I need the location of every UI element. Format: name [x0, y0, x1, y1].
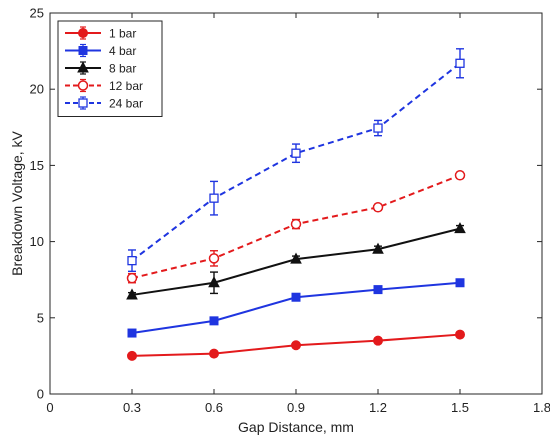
x-axis-title: Gap Distance, mm [238, 419, 354, 435]
data-point [372, 202, 384, 213]
data-point [127, 255, 137, 266]
data-point [372, 242, 384, 254]
data-point [373, 123, 383, 133]
data-point [291, 340, 301, 351]
legend-label: 24 bar [109, 97, 143, 111]
data-point [455, 329, 465, 340]
series-3 [126, 170, 466, 284]
data-point [208, 276, 220, 288]
legend-item: 12 bar [65, 78, 143, 93]
series-layer [126, 48, 466, 361]
x-tick-label: 0.9 [287, 400, 305, 415]
data-point [454, 222, 466, 234]
y-tick-label: 0 [37, 387, 44, 402]
y-axis: 0 5 10 15 20 25 [30, 6, 542, 402]
data-point [209, 193, 219, 203]
data-point [373, 285, 383, 295]
legend-marker [78, 46, 88, 55]
x-tick-label: 1.8 [533, 400, 550, 415]
legend-item: 4 bar [65, 43, 136, 58]
legend-item: 24 bar [65, 96, 143, 111]
legend-marker [78, 28, 88, 38]
data-point [291, 292, 301, 302]
data-point [290, 252, 302, 264]
y-tick-label: 5 [37, 310, 44, 325]
x-tick-label: 1.5 [451, 400, 469, 415]
legend-label: 1 bar [109, 27, 136, 41]
data-point [208, 253, 220, 264]
series-1 [127, 278, 465, 338]
data-point [455, 278, 465, 288]
legend-label: 12 bar [109, 79, 143, 93]
legend-item: 1 bar [65, 26, 136, 41]
data-point [454, 170, 466, 181]
series-0 [127, 329, 465, 361]
legend-item: 8 bar [65, 61, 136, 76]
data-point [127, 350, 137, 361]
x-axis: 0 0.3 0.6 0.9 1.2 1.5 1.8 [46, 13, 550, 415]
legend-marker [77, 61, 89, 73]
data-point [126, 288, 138, 300]
y-tick-label: 25 [30, 6, 44, 21]
legend-label: 4 bar [109, 44, 136, 58]
legend-label: 8 bar [109, 62, 136, 76]
y-axis-title: Breakdown Voltage, kV [9, 130, 25, 275]
data-point [291, 148, 301, 158]
series-2 [126, 222, 466, 300]
x-tick-label: 0.6 [205, 400, 223, 415]
legend: 1 bar 4 bar 8 bar 12 bar 24 bar [57, 20, 163, 117]
data-point [209, 316, 219, 326]
data-point [373, 335, 383, 346]
x-tick-label: 1.2 [369, 400, 387, 415]
x-tick-label: 0 [46, 400, 53, 415]
data-point [126, 272, 138, 284]
x-tick-label: 0.3 [123, 400, 141, 415]
y-tick-label: 20 [30, 82, 44, 97]
y-tick-label: 15 [30, 158, 44, 173]
data-point [290, 218, 302, 230]
data-point [127, 328, 137, 338]
series-4 [127, 48, 465, 273]
data-point [209, 348, 219, 359]
y-tick-label: 10 [30, 234, 44, 249]
legend-marker [77, 80, 89, 91]
data-point [455, 58, 465, 68]
legend-marker [78, 98, 88, 108]
